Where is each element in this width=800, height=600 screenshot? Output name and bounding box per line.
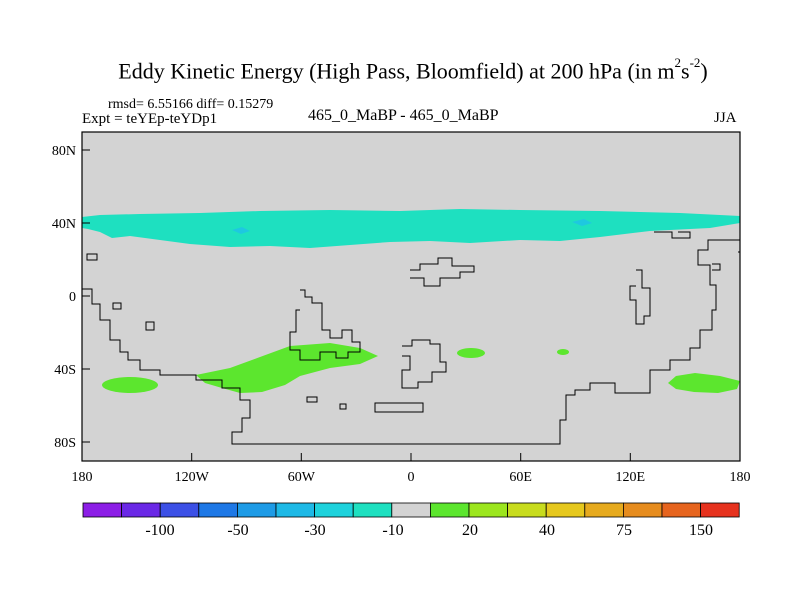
tick-marks	[81, 149, 741, 461]
colorbar-box	[584, 502, 624, 518]
x-tick-label: 120W	[175, 470, 210, 485]
colorbar-box	[545, 502, 586, 518]
colorbar-box	[429, 502, 470, 518]
north-teal-band	[82, 209, 740, 248]
y-tick-label: 40S	[54, 363, 76, 378]
colorbar-box	[700, 502, 740, 518]
y-tick-label: 80S	[54, 436, 76, 451]
colorbar-label: 40	[539, 522, 555, 539]
colorbar-box	[468, 502, 508, 518]
colorbar-label: -50	[227, 522, 248, 539]
season-label: JJA	[714, 110, 737, 126]
south-green-patch	[457, 348, 485, 358]
x-tick-label: 60W	[288, 470, 316, 485]
case-label: 465_0_MaBP - 465_0_MaBP	[308, 107, 499, 124]
south-green-patch	[668, 373, 740, 393]
colorbar-box	[159, 502, 200, 518]
colorbar-label: -30	[304, 522, 325, 539]
x-tick-label: 0	[408, 470, 415, 485]
y-tick-label: 80N	[52, 144, 76, 159]
x-tick-label: 60E	[509, 470, 532, 485]
x-tick-labels: 180 120W 60W 0 60E 120E 180	[72, 470, 751, 485]
colorbar-box	[198, 502, 238, 518]
south-green-patch	[196, 343, 378, 393]
north-blue-spot	[572, 219, 592, 226]
expt-label: Expt = teYEp-teYDp1	[82, 111, 218, 127]
colorbar-box	[507, 502, 547, 518]
colorbar-box	[352, 502, 393, 518]
y-tick-label: 40N	[52, 217, 76, 232]
colorbar-box	[82, 502, 122, 518]
colorbar-label: 150	[689, 522, 713, 539]
south-green-patch	[102, 377, 158, 393]
north-blue-spot	[232, 227, 250, 234]
y-tick-labels: 80N 40N 0 40S 80S	[52, 144, 76, 451]
colorbar-box	[661, 502, 701, 518]
colorbar-label: -10	[382, 522, 403, 539]
colorbar-label: -100	[145, 522, 174, 539]
colorbar-box	[236, 502, 277, 518]
colorbar-box	[314, 502, 354, 518]
continent-outlines	[82, 231, 740, 445]
chart-title: Eddy Kinetic Energy (High Pass, Bloomfie…	[118, 55, 708, 84]
colorbar-box	[623, 502, 663, 518]
y-tick-label: 0	[69, 290, 76, 305]
south-green-patch	[557, 349, 569, 355]
colorbar-box	[121, 502, 161, 518]
colorbar-label: 75	[616, 522, 632, 539]
stats-text: rmsd= 6.55166 diff= 0.15279	[108, 97, 274, 112]
colorbar-box	[391, 502, 431, 518]
colorbar-box	[275, 502, 315, 518]
colorbar-labels: -100 -50 -30 -10 20 40 75 150	[145, 522, 713, 539]
x-tick-label: 180	[730, 470, 751, 485]
colorbar	[82, 502, 740, 518]
colorbar-label: 20	[462, 522, 478, 539]
x-tick-label: 180	[72, 470, 93, 485]
x-tick-label: 120E	[616, 470, 646, 485]
